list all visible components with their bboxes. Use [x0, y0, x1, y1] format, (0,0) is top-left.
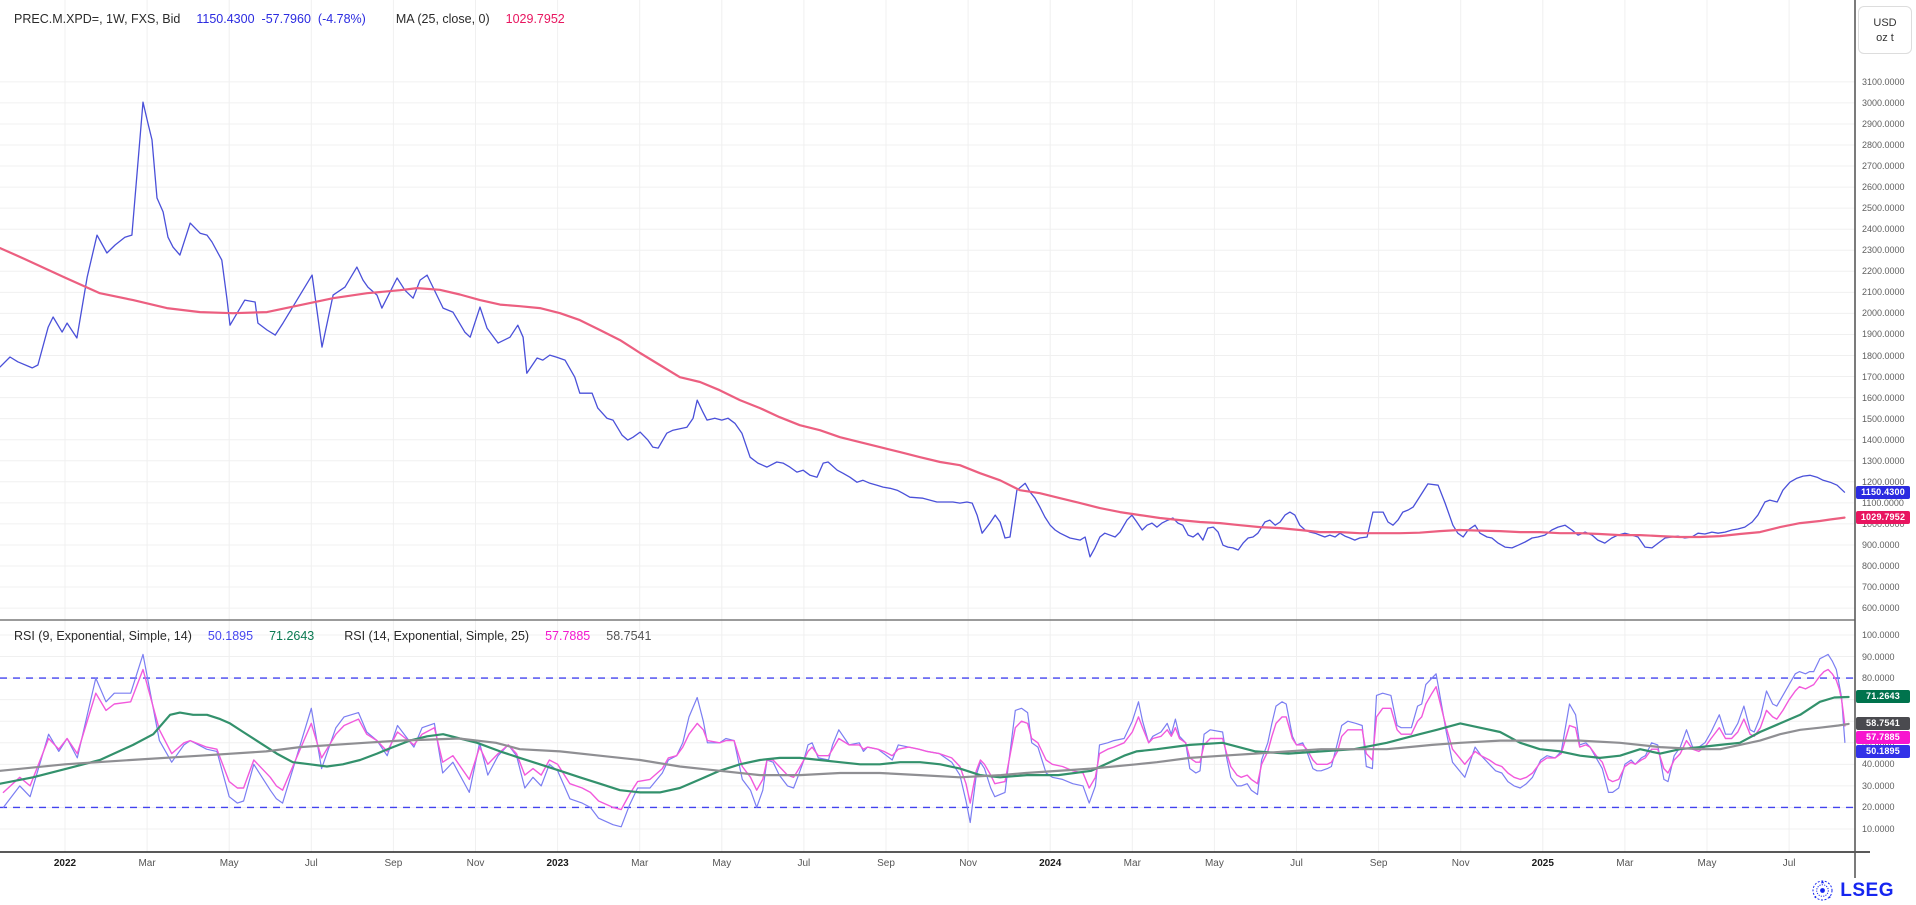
- rsi-tick-label: 90.0000: [1862, 651, 1895, 662]
- time-axis-label[interactable]: Nov: [466, 858, 485, 869]
- time-axis-label[interactable]: Jul: [797, 858, 811, 869]
- rsi9-line[interactable]: [2, 653, 1846, 828]
- rsi-tick-label: 10.0000: [1862, 824, 1895, 834]
- price-tick-label: 2900.0000: [1862, 118, 1905, 129]
- time-axis-label[interactable]: Nov: [1451, 858, 1470, 869]
- rsi-tick-label: 40.0000: [1862, 759, 1895, 770]
- price-tick-label: 800.0000: [1862, 561, 1900, 571]
- price-tick-label: 2100.0000: [1862, 287, 1905, 298]
- price-tick-label: 700.0000: [1862, 582, 1900, 593]
- rsi-axis-badge: 71.2643: [1856, 690, 1910, 704]
- price-tick-label: 900.0000: [1862, 539, 1900, 550]
- lseg-logo-text: LSEG: [1840, 879, 1894, 901]
- price-tick-label: 1800.0000: [1862, 350, 1905, 361]
- rsi-tick-label: 30.0000: [1862, 780, 1895, 791]
- price-tick-label: 2500.0000: [1862, 203, 1905, 214]
- price-tick-label: 1900.0000: [1862, 329, 1905, 340]
- price-tick-label: 1700.0000: [1862, 371, 1905, 382]
- time-axis-label[interactable]: Sep: [1369, 858, 1388, 869]
- time-axis-label[interactable]: Mar: [138, 858, 156, 869]
- time-axis-label[interactable]: Nov: [959, 858, 977, 869]
- price-pane[interactable]: [0, 0, 1855, 852]
- price-axis-badge: 1029.7952: [1856, 511, 1910, 525]
- price-tick-label: 2600.0000: [1862, 182, 1905, 193]
- lseg-crest-icon: [1812, 880, 1833, 901]
- time-axis-label[interactable]: 2022: [53, 858, 77, 869]
- rsi-tick-label: 80.0000: [1862, 673, 1895, 684]
- time-axis-label[interactable]: 2024: [1039, 858, 1062, 869]
- price-tick-label: 1300.0000: [1862, 455, 1905, 466]
- time-axis-label[interactable]: Mar: [631, 858, 649, 869]
- axis-unit-box[interactable]: USD oz t: [1858, 6, 1912, 54]
- instrument-label[interactable]: PREC.M.XPD=, 1W, FXS, Bid: [14, 12, 181, 26]
- price-tick-label: 3000.0000: [1862, 97, 1905, 108]
- time-axis-label[interactable]: Jul: [1290, 858, 1303, 869]
- time-axis-label[interactable]: Sep: [384, 858, 403, 869]
- ma-value: 1029.7952: [505, 12, 565, 26]
- rsi9-signal-value: 71.2643: [269, 629, 315, 643]
- time-axis-label[interactable]: Mar: [1123, 858, 1141, 869]
- time-axis-label[interactable]: May: [1204, 858, 1224, 869]
- time-axis-label[interactable]: May: [219, 858, 239, 869]
- rsi-axis-badge: 57.7885: [1856, 731, 1910, 745]
- axis-unit-currency: USD: [1873, 16, 1897, 29]
- rsi9-signal-line[interactable]: [0, 695, 1850, 794]
- price-tick-label: 2000.0000: [1862, 308, 1905, 319]
- time-axis-label[interactable]: Sep: [877, 858, 895, 869]
- price-change: -57.7960: [261, 12, 311, 26]
- price-pane-legend[interactable]: PREC.M.XPD=, 1W, FXS, Bid 1150.4300 -57.…: [14, 12, 565, 26]
- price-tick-label: 2400.0000: [1862, 224, 1905, 235]
- rsi14-signal-line[interactable]: [0, 722, 1850, 779]
- rsi9-legend-label[interactable]: RSI (9, Exponential, Simple, 14): [14, 629, 192, 643]
- rsi14-line[interactable]: [2, 668, 1846, 811]
- rsi14-value: 57.7885: [545, 629, 591, 643]
- last-price: 1150.4300: [196, 12, 255, 26]
- rsi14-signal-value: 58.7541: [606, 629, 652, 643]
- rsi-tick-label: 20.0000: [1862, 802, 1895, 813]
- price-tick-label: 1200.0000: [1862, 476, 1905, 487]
- time-axis-label[interactable]: 2025: [1531, 858, 1554, 869]
- axis-unit-measure: oz t: [1876, 31, 1894, 44]
- time-axis-label[interactable]: 2023: [546, 858, 569, 869]
- price-tick-label: 1100.0000: [1862, 497, 1904, 508]
- lseg-logo: LSEG: [1810, 879, 1894, 902]
- price-tick-label: 2700.0000: [1862, 161, 1905, 172]
- price-tick-label: 600.0000: [1862, 603, 1900, 614]
- rsi-tick-label: 100.0000: [1862, 630, 1900, 640]
- rsi9-value: 50.1895: [207, 629, 254, 643]
- time-axis-label[interactable]: Mar: [1616, 858, 1634, 869]
- rsi14-legend-label[interactable]: RSI (14, Exponential, Simple, 25): [344, 629, 530, 643]
- price-tick-label: 1500.0000: [1862, 413, 1905, 424]
- time-axis-label[interactable]: Jul: [304, 858, 318, 869]
- price-tick-label: 2800.0000: [1862, 140, 1905, 150]
- time-axis-label[interactable]: May: [712, 858, 732, 869]
- rsi-pane-legend[interactable]: RSI (9, Exponential, Simple, 14) 50.1895…: [14, 629, 651, 643]
- last-price-group: 1150.4300 -57.7960 (-4.78%): [196, 12, 365, 26]
- price-tick-label: 1600.0000: [1862, 392, 1905, 403]
- time-axis-label[interactable]: May: [1697, 858, 1717, 869]
- price-change-pct: (-4.78%): [317, 12, 366, 26]
- price-tick-label: 2200.0000: [1862, 266, 1905, 277]
- price-tick-label: 1400.0000: [1862, 434, 1905, 445]
- price-tick-label: 3100.0000: [1862, 76, 1905, 87]
- price-axis-badge: 1150.4300: [1856, 485, 1910, 499]
- price-tick-label: 2300.0000: [1862, 245, 1905, 256]
- rsi-axis-badge: 50.1895: [1856, 745, 1910, 759]
- ma-line[interactable]: [0, 247, 1846, 539]
- ma-legend-label[interactable]: MA (25, close, 0): [395, 12, 490, 26]
- rsi-axis-badge: 58.7541: [1856, 717, 1910, 731]
- time-axis-label[interactable]: Jul: [1782, 858, 1796, 869]
